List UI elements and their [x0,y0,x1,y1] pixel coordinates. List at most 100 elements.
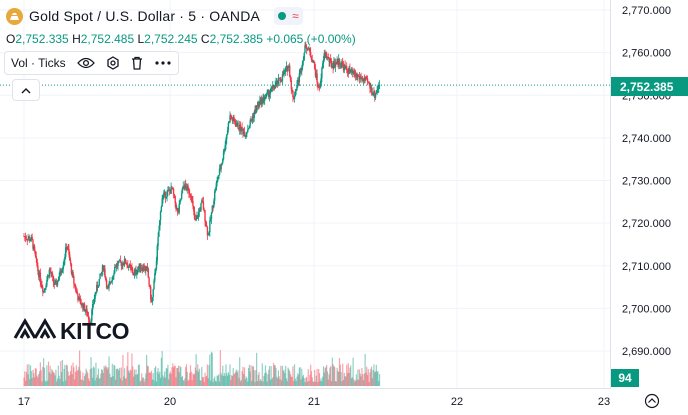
volume-bar [144,378,146,386]
volume-bar [339,364,341,386]
candle-body [349,68,351,72]
volume-bar [66,365,68,386]
candle-body [256,105,259,107]
candle-body [218,175,220,180]
volume-bar [134,374,136,386]
volume-bar [121,380,123,386]
candle-body [266,92,268,94]
candle-body [342,64,345,71]
candle-body [150,299,153,303]
volume-bar [211,352,213,386]
gear-icon[interactable] [643,392,661,410]
candle-body [44,287,46,290]
candle-body [67,247,69,250]
candle-body [237,122,239,129]
candle-body [360,77,362,79]
candle-body [300,69,302,72]
market-status-pill[interactable]: ≈ [274,7,303,25]
candle-body [170,186,172,194]
volume-bar [261,363,263,386]
volume-bar [376,371,378,386]
candle-body [377,89,379,90]
candle-body [325,53,327,56]
more-icon[interactable] [154,60,172,66]
volume-bar [225,364,227,386]
collapse-legend-button[interactable] [12,79,40,101]
candle-body [89,322,91,323]
volume-bar [50,373,52,386]
candle-body [274,85,276,89]
candle-body [184,183,187,187]
trash-icon[interactable] [131,56,143,70]
volume-bar [320,378,322,386]
candle-body [282,74,284,76]
candle-body [304,45,306,53]
symbol-title[interactable]: Gold Spot / U.S. Dollar · 5 · OANDA [29,8,261,24]
candle-body [350,69,353,71]
volume-bar [295,380,297,386]
candle-body [276,80,279,85]
volume-bar [337,370,339,386]
candle-body [374,93,377,98]
candle-body [112,275,114,278]
volume-bar [313,381,315,386]
volume-bar [58,375,60,386]
volume-bar [252,366,255,386]
candle-body [196,215,198,220]
volume-bar [136,374,138,386]
volume-bar [241,371,243,386]
candle-body [161,198,163,207]
volume-bar [114,365,116,386]
candle-body [352,71,354,73]
candle-body [75,289,78,291]
candle-body [34,251,37,257]
settings-icon[interactable] [106,56,120,70]
candle-body [197,211,200,218]
volume-bar [164,377,167,386]
volume-bar [260,381,263,386]
close-value: 2,752.385 [209,32,263,46]
volume-bar [251,366,254,386]
volume-bar [297,373,299,386]
candle-body [87,315,90,320]
candle-body [43,289,46,292]
volume-bar [288,369,290,386]
candle-body [235,124,238,127]
candle-body [118,260,121,261]
candle-body [128,264,131,267]
volume-indicator-legend[interactable]: Vol · Ticks [4,51,179,75]
candle-body [138,263,140,269]
candle-body [56,281,58,286]
volume-bar [242,366,244,386]
open-label: O [6,32,16,46]
volume-bar [166,368,168,386]
volume-bar [301,376,304,386]
candle-body [72,271,74,277]
candle-body [213,200,215,207]
volume-bar [229,364,231,386]
candle-body [335,63,338,65]
volume-bar [150,372,152,386]
candle-body [291,89,293,91]
volume-bar [330,366,332,386]
ohlc-legend: O2,752.335 H2,752.485 L2,752.245 C2,752.… [6,32,356,46]
volume-bar [310,371,313,386]
time-tick-label: 23 [598,396,610,408]
low-label: L [137,32,145,46]
time-tick-label: 21 [308,396,320,408]
candle-body [250,120,252,122]
volume-bar [315,375,317,386]
candle-body [358,76,361,80]
candle-body [104,268,106,277]
candle-body [168,189,170,191]
volume-bar [291,376,293,386]
candle-body [188,193,191,195]
eye-icon[interactable] [76,57,95,69]
volume-bar [228,374,230,386]
time-tick-label: 20 [164,396,176,408]
candle-body [103,268,105,271]
volume-bar [256,381,259,386]
candle-body [137,268,140,270]
volume-bar [79,370,82,386]
